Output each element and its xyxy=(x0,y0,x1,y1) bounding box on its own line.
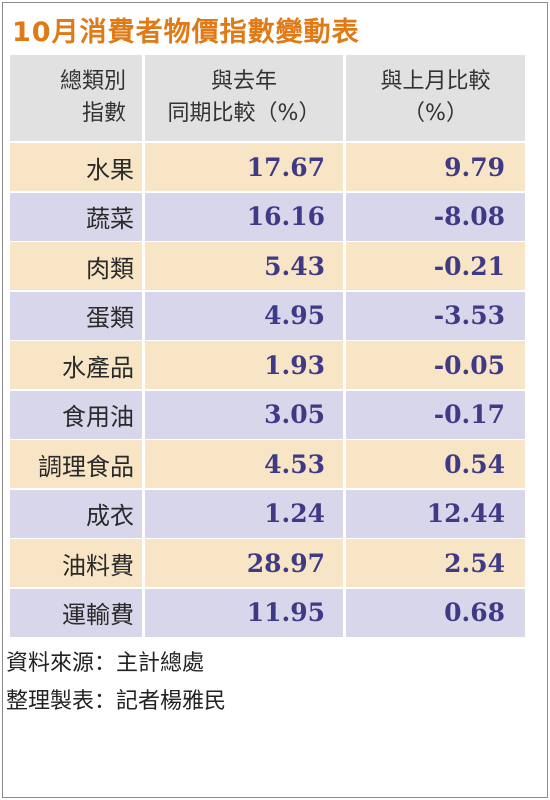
row-name-cell: 運輸費 xyxy=(10,588,142,637)
table-title: 10月消費者物價指數變動表 xyxy=(12,17,360,48)
row-yoy-cell: 1.93 xyxy=(145,341,343,389)
row-name-cell: 調理食品 xyxy=(10,440,142,488)
row-name: 成衣 xyxy=(86,502,134,530)
row-name-cell: 肉類 xyxy=(10,242,142,290)
row-yoy-value: 11.95 xyxy=(246,598,325,627)
row-mom-cell: -8.08 xyxy=(346,192,525,241)
table-row: 肉類 5.43 -0.21 xyxy=(10,242,525,290)
row-mom-cell: 9.79 xyxy=(346,143,525,191)
row-mom-value: -0.21 xyxy=(433,251,505,281)
row-mom-value: -0.05 xyxy=(433,350,505,380)
row-mom-value: 9.79 xyxy=(444,152,505,182)
row-name: 水產品 xyxy=(62,353,134,382)
credits: 資料來源：主計總處 整理製表：記者楊雅民 xyxy=(6,645,226,721)
row-name-cell: 蔬菜 xyxy=(10,192,142,241)
row-name-cell: 成衣 xyxy=(10,489,142,538)
row-mom-cell: -3.53 xyxy=(346,291,525,340)
row-yoy-cell: 3.05 xyxy=(145,390,343,439)
row-name: 食用油 xyxy=(62,403,134,431)
table-row: 水產品 1.93 -0.05 xyxy=(10,341,525,389)
row-mom-cell: -0.17 xyxy=(346,390,525,439)
row-yoy-cell: 17.67 xyxy=(145,143,343,191)
row-yoy-value: 17.67 xyxy=(246,152,325,182)
header-yoy-line1: 與去年 xyxy=(210,69,277,95)
row-name: 水果 xyxy=(86,155,134,184)
row-yoy-value: 1.24 xyxy=(264,499,325,528)
source-credit: 資料來源：主計總處 xyxy=(6,651,205,676)
row-name: 肉類 xyxy=(86,254,134,283)
row-mom-value: -0.17 xyxy=(433,400,505,429)
row-name-cell: 水產品 xyxy=(10,341,142,389)
table-row: 成衣 1.24 12.44 xyxy=(10,489,525,538)
row-name: 蔬菜 xyxy=(86,205,134,233)
row-yoy-value: 1.93 xyxy=(264,350,325,380)
row-yoy-value: 5.43 xyxy=(264,251,325,281)
row-name: 調理食品 xyxy=(38,452,134,481)
row-name-cell: 食用油 xyxy=(10,390,142,439)
table-row: 油料費 28.97 2.54 xyxy=(10,539,525,587)
table-row: 調理食品 4.53 0.54 xyxy=(10,440,525,488)
row-mom-value: 2.54 xyxy=(444,548,505,578)
row-yoy-value: 4.95 xyxy=(264,301,325,330)
row-yoy-cell: 28.97 xyxy=(145,539,343,587)
header-category-line1: 總類別 xyxy=(59,69,126,95)
compiler-credit: 整理製表：記者楊雅民 xyxy=(6,689,227,714)
row-name-cell: 水果 xyxy=(10,143,142,191)
row-name-cell: 油料費 xyxy=(10,539,142,587)
row-yoy-cell: 16.16 xyxy=(145,192,343,241)
row-mom-value: -3.53 xyxy=(433,301,505,330)
table-row: 蔬菜 16.16 -8.08 xyxy=(10,192,525,241)
row-yoy-value: 16.16 xyxy=(246,202,325,231)
header-category: 總類別 指數 xyxy=(10,55,142,141)
row-name: 運輸費 xyxy=(62,601,134,629)
table-row: 蛋類 4.95 -3.53 xyxy=(10,291,525,340)
row-mom-cell: 0.54 xyxy=(346,440,525,488)
row-yoy-cell: 5.43 xyxy=(145,242,343,290)
row-mom-cell: 2.54 xyxy=(346,539,525,587)
row-yoy-value: 4.53 xyxy=(264,449,325,479)
row-name: 蛋類 xyxy=(86,304,134,332)
row-mom-cell: -0.05 xyxy=(346,341,525,389)
header-category-line2: 指數 xyxy=(81,101,126,126)
row-mom-cell: 12.44 xyxy=(346,489,525,538)
row-yoy-value: 3.05 xyxy=(264,400,325,429)
row-mom-cell: -0.21 xyxy=(346,242,525,290)
header-mom-line1: 與上月比較 xyxy=(380,69,491,95)
row-mom-value: -8.08 xyxy=(433,202,505,231)
row-mom-value: 0.68 xyxy=(444,598,505,627)
row-mom-cell: 0.68 xyxy=(346,588,525,637)
header-yoy-line2: 同期比較（%） xyxy=(167,101,321,126)
header-mom-line2: （%） xyxy=(403,101,468,126)
cpi-table: 總類別 指數 與去年 同期比較（%） 與上月比較 （%） 水果 17.67 9.… xyxy=(10,55,525,638)
row-name: 油料費 xyxy=(62,551,134,580)
table-row: 食用油 3.05 -0.17 xyxy=(10,390,525,439)
row-yoy-cell: 4.53 xyxy=(145,440,343,488)
row-yoy-cell: 1.24 xyxy=(145,489,343,538)
row-yoy-cell: 11.95 xyxy=(145,588,343,637)
row-yoy-value: 28.97 xyxy=(246,548,325,578)
row-mom-value: 12.44 xyxy=(426,499,505,528)
row-yoy-cell: 4.95 xyxy=(145,291,343,340)
table-row: 運輸費 11.95 0.68 xyxy=(10,588,525,637)
row-name-cell: 蛋類 xyxy=(10,291,142,340)
table-header-row: 總類別 指數 與去年 同期比較（%） 與上月比較 （%） xyxy=(10,55,525,141)
table-row: 水果 17.67 9.79 xyxy=(10,143,525,191)
row-mom-value: 0.54 xyxy=(444,449,505,479)
header-mom: 與上月比較 （%） xyxy=(346,55,525,141)
header-yoy: 與去年 同期比較（%） xyxy=(145,55,343,141)
